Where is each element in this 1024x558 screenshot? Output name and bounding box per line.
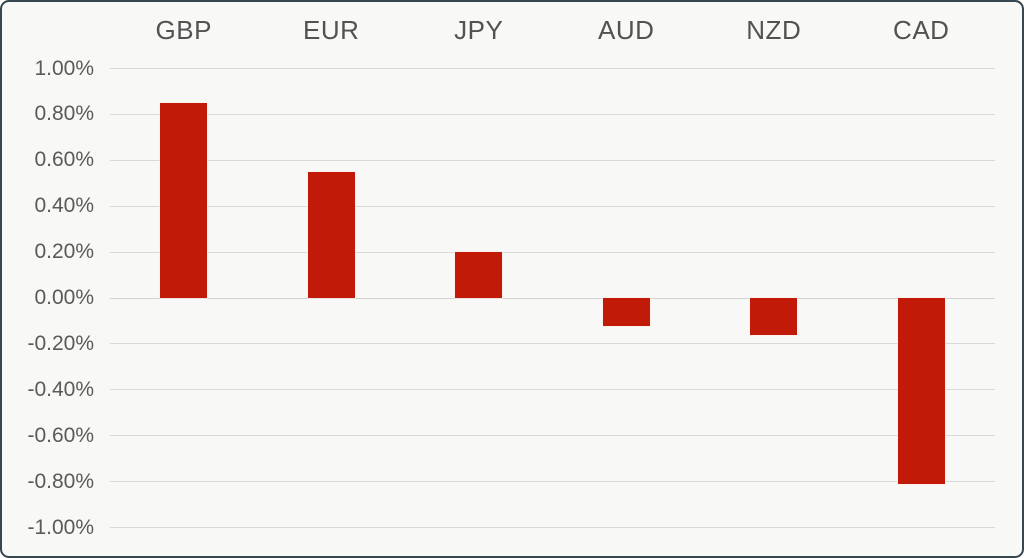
y-tick-label: 0.00% [34,286,94,309]
y-tick-label: 0.60% [34,148,94,172]
category-label-nzd: NZD [746,15,802,45]
bar-cad [897,298,945,484]
y-tick-label: -0.60% [27,423,94,447]
gridline [110,113,995,115]
bar-nzd [750,298,798,335]
gridline [110,343,995,345]
y-tick-label: 1.00% [34,56,94,80]
y-tick-label: -0.40% [27,377,94,401]
category-label-eur: EUR [303,15,360,45]
gridline [110,297,995,299]
gridline [110,481,995,483]
gridline [110,527,995,528]
gridline [110,68,995,69]
category-label-aud: AUD [598,15,655,45]
gridline [110,251,995,253]
gridline [110,389,995,391]
category-label-jpy: JPY [454,15,504,45]
category-label-cad: CAD [893,15,950,45]
gridline [110,435,995,437]
y-tick-label: -0.80% [27,469,94,493]
y-tick-label: 0.40% [34,194,94,218]
y-tick-label: 0.20% [34,240,94,264]
bar-gbp [160,102,208,298]
gridline [110,205,995,207]
y-tick-label: -1.00% [27,515,94,539]
y-tick-label: 0.80% [34,102,94,126]
bar-jpy [455,252,503,298]
gridline [110,159,995,161]
bar-aud [602,298,650,326]
y-tick-label: -0.20% [27,331,94,355]
bar-eur [307,171,355,298]
category-label-gbp: GBP [155,15,212,45]
